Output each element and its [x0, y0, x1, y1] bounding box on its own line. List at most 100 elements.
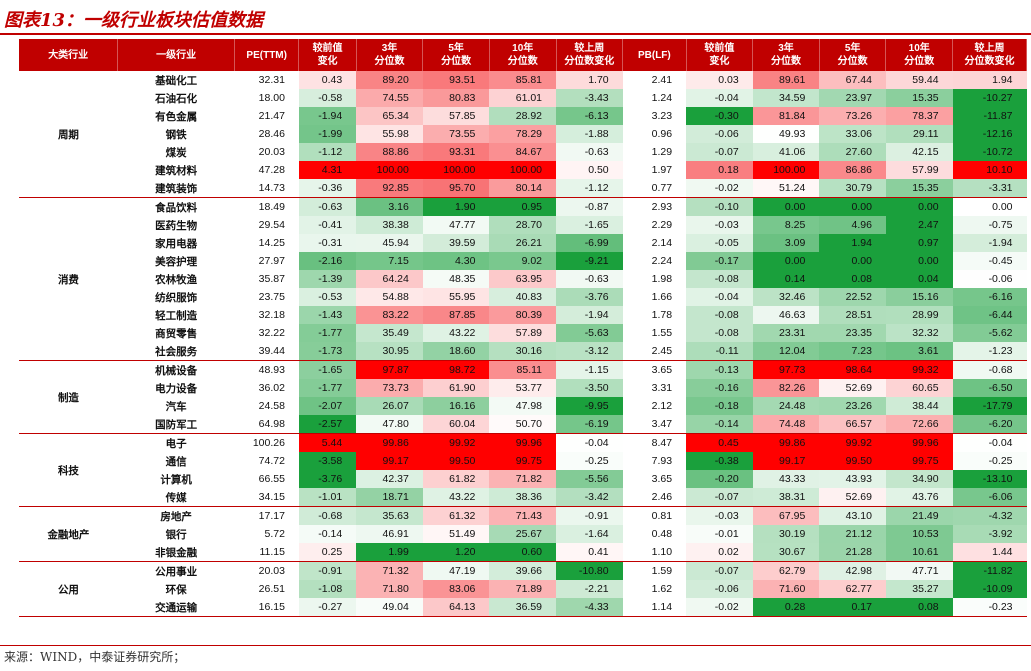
table-row: 消费 食品饮料 18.49 -0.63 3.16 1.90 0.95 -0.87 2.93 -0.… — [19, 197, 1027, 361]
value-cell: 3.47 — [622, 415, 687, 434]
value-cell: -3.31 — [952, 179, 1027, 198]
value-cell: -6.99 — [556, 234, 623, 252]
value-cell: -0.27 — [298, 598, 357, 617]
value-cell: 1.97 — [651, 164, 673, 176]
value-cell: 46.91 — [356, 525, 423, 543]
value-cell: 2.93 — [651, 201, 673, 213]
value-cell: 60.65 — [885, 379, 953, 397]
value-cell: 93.51 — [422, 71, 490, 89]
value-cell: 47.28 — [258, 164, 285, 176]
table-row: 石油石化 18.00 -0.58 74.55 80.83 61.01 -3.43 1.24 -0… — [19, 89, 1027, 107]
value-cell: 99.96 — [489, 433, 557, 452]
value-cell: -0.03 — [686, 216, 753, 234]
value-cell: 84.67 — [489, 143, 557, 161]
value-cell: 0.04 — [885, 270, 953, 288]
value-cell: 66.55 — [258, 473, 285, 485]
value-cell: -0.58 — [298, 89, 357, 107]
value-cell: 71.80 — [356, 580, 423, 598]
value-cell: 28.92 — [489, 107, 557, 125]
value-cell: 14.25 — [258, 237, 285, 249]
value-cell: 3.23 — [651, 110, 673, 122]
value-cell: -1.77 — [298, 379, 357, 397]
table-row: 医药生物 29.54 -0.41 38.38 47.77 28.70 -1.65 2.29 -0… — [19, 216, 1027, 234]
value-cell: 24.58 — [258, 400, 285, 412]
source-note: 来源：WIND，中泰证券研究所； — [4, 650, 186, 664]
value-cell: 1.24 — [651, 92, 673, 104]
value-cell: 71.82 — [489, 470, 557, 488]
value-cell: 71.89 — [489, 580, 557, 598]
table-row: 非银金融 11.15 0.25 1.99 1.20 0.60 0.41 1.10 0.02 30.… — [19, 543, 1027, 562]
value-cell: 65.34 — [356, 107, 423, 125]
value-cell: 43.22 — [422, 488, 490, 507]
value-cell: 23.31 — [752, 324, 820, 342]
value-cell: 53.77 — [489, 379, 557, 397]
category-cell: 制造 — [19, 360, 118, 434]
value-cell: 1.59 — [651, 565, 673, 577]
value-cell: 0.00 — [752, 252, 820, 270]
value-cell: 78.37 — [885, 107, 953, 125]
value-cell: 32.18 — [258, 309, 285, 321]
value-cell: 0.45 — [686, 433, 753, 452]
value-cell: 3.16 — [356, 197, 423, 216]
value-cell: 71.32 — [356, 561, 423, 580]
value-cell: 1.98 — [651, 273, 673, 285]
value-cell: 55.95 — [422, 288, 490, 306]
value-cell: -13.10 — [952, 470, 1027, 488]
value-cell: -1.64 — [556, 525, 623, 543]
value-cell: 47.71 — [885, 561, 953, 580]
value-cell: -0.31 — [298, 234, 357, 252]
value-cell: 40.83 — [489, 288, 557, 306]
value-cell: -0.91 — [298, 561, 357, 580]
category-cell: 公用 — [19, 561, 118, 617]
value-cell: -0.06 — [952, 270, 1027, 288]
value-cell: 9.02 — [489, 252, 557, 270]
value-cell: -6.16 — [952, 288, 1027, 306]
category-cell: 周期 — [19, 71, 118, 198]
value-cell: 3.31 — [651, 382, 673, 394]
value-cell: 0.02 — [686, 543, 753, 562]
value-cell: 0.08 — [885, 598, 953, 617]
value-cell: 42.37 — [356, 470, 423, 488]
value-cell: 1.20 — [422, 543, 490, 562]
value-cell: 28.70 — [489, 216, 557, 234]
value-cell: -1.43 — [298, 306, 357, 324]
value-cell: -3.92 — [952, 525, 1027, 543]
value-cell: 29.54 — [258, 219, 285, 231]
value-cell: 21.49 — [885, 506, 953, 525]
value-cell: -2.16 — [298, 252, 357, 270]
value-cell: -0.01 — [686, 525, 753, 543]
value-cell: 35.87 — [258, 273, 285, 285]
value-cell: 99.86 — [356, 433, 423, 452]
table-row: 电力设备 36.02 -1.77 73.73 61.90 53.77 -3.50 3.31 -0… — [19, 379, 1027, 397]
value-cell: 99.50 — [819, 452, 886, 470]
value-cell: -1.77 — [298, 324, 357, 342]
value-cell: -1.12 — [556, 179, 623, 198]
value-cell: 36.59 — [489, 598, 557, 617]
value-cell: 2.41 — [651, 74, 673, 86]
value-cell: -5.56 — [556, 470, 623, 488]
value-cell: 38.38 — [356, 216, 423, 234]
value-cell: -1.12 — [298, 143, 357, 161]
value-cell: 38.44 — [885, 397, 953, 415]
value-cell: -0.75 — [952, 216, 1027, 234]
value-cell: 18.60 — [422, 342, 490, 361]
value-cell: 1.94 — [952, 71, 1027, 89]
header-cell: 5年 分位数 — [819, 39, 887, 71]
value-cell: 15.35 — [885, 89, 953, 107]
value-cell: -4.32 — [952, 506, 1027, 525]
value-cell: 0.81 — [651, 510, 673, 522]
value-cell: 97.87 — [356, 360, 423, 379]
value-cell: 12.04 — [752, 342, 820, 361]
value-cell: 80.14 — [489, 179, 557, 198]
industry-cell: 公用事业 — [155, 565, 198, 578]
value-cell: 99.86 — [752, 433, 820, 452]
value-cell: -0.06 — [686, 580, 753, 598]
value-cell: -0.07 — [686, 561, 753, 580]
value-cell: 0.03 — [686, 71, 753, 89]
value-cell: 30.16 — [489, 342, 557, 361]
industry-cell: 有色金属 — [155, 110, 198, 123]
value-cell: 22.52 — [819, 288, 886, 306]
bottom-rule — [0, 645, 1031, 646]
value-cell: 83.22 — [356, 306, 423, 324]
value-cell: 82.26 — [752, 379, 820, 397]
